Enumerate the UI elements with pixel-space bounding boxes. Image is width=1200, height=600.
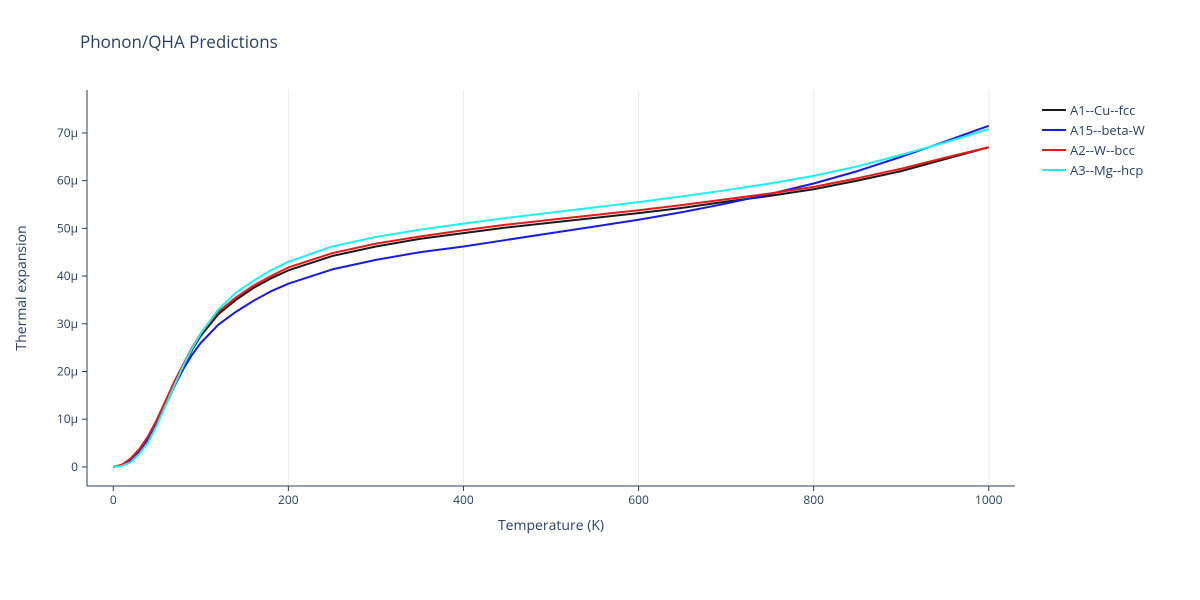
- legend-item[interactable]: A15--beta-W: [1042, 120, 1145, 140]
- svg-text:200: 200: [278, 491, 299, 508]
- svg-text:40μ: 40μ: [57, 267, 78, 284]
- svg-text:30μ: 30μ: [57, 315, 78, 332]
- svg-text:10μ: 10μ: [57, 410, 78, 427]
- chart-container: Phonon/QHA Predictions 02004006008001000…: [0, 0, 1200, 600]
- svg-text:20μ: 20μ: [57, 362, 78, 379]
- svg-text:60μ: 60μ: [57, 172, 78, 189]
- legend-label: A1--Cu--fcc: [1070, 101, 1135, 119]
- svg-text:600: 600: [628, 491, 649, 508]
- legend-label: A3--Mg--hcp: [1070, 161, 1143, 179]
- y-axis-label: Thermal expansion: [12, 90, 32, 486]
- x-axis-label: Temperature (K): [87, 516, 1015, 535]
- legend: A1--Cu--fcc A15--beta-W A2--W--bcc A3--Mg--…: [1042, 100, 1145, 180]
- plot-svg: 02004006008001000010μ20μ30μ40μ50μ60μ70μ: [87, 90, 1015, 486]
- legend-swatch: [1042, 149, 1066, 151]
- svg-text:400: 400: [453, 491, 474, 508]
- legend-item[interactable]: A3--Mg--hcp: [1042, 160, 1145, 180]
- plot-area[interactable]: 02004006008001000010μ20μ30μ40μ50μ60μ70μ: [87, 90, 1015, 486]
- svg-text:0: 0: [71, 458, 78, 475]
- svg-text:800: 800: [803, 491, 824, 508]
- legend-label: A15--beta-W: [1070, 121, 1145, 139]
- legend-item[interactable]: A2--W--bcc: [1042, 140, 1145, 160]
- chart-title: Phonon/QHA Predictions: [80, 30, 278, 53]
- legend-label: A2--W--bcc: [1070, 141, 1135, 159]
- legend-swatch: [1042, 129, 1066, 131]
- legend-swatch: [1042, 169, 1066, 171]
- svg-text:1000: 1000: [975, 491, 1003, 508]
- legend-item[interactable]: A1--Cu--fcc: [1042, 100, 1145, 120]
- svg-text:50μ: 50μ: [57, 219, 78, 236]
- svg-text:70μ: 70μ: [57, 124, 78, 141]
- legend-swatch: [1042, 109, 1066, 111]
- series-line: [113, 126, 988, 467]
- svg-text:0: 0: [110, 491, 117, 508]
